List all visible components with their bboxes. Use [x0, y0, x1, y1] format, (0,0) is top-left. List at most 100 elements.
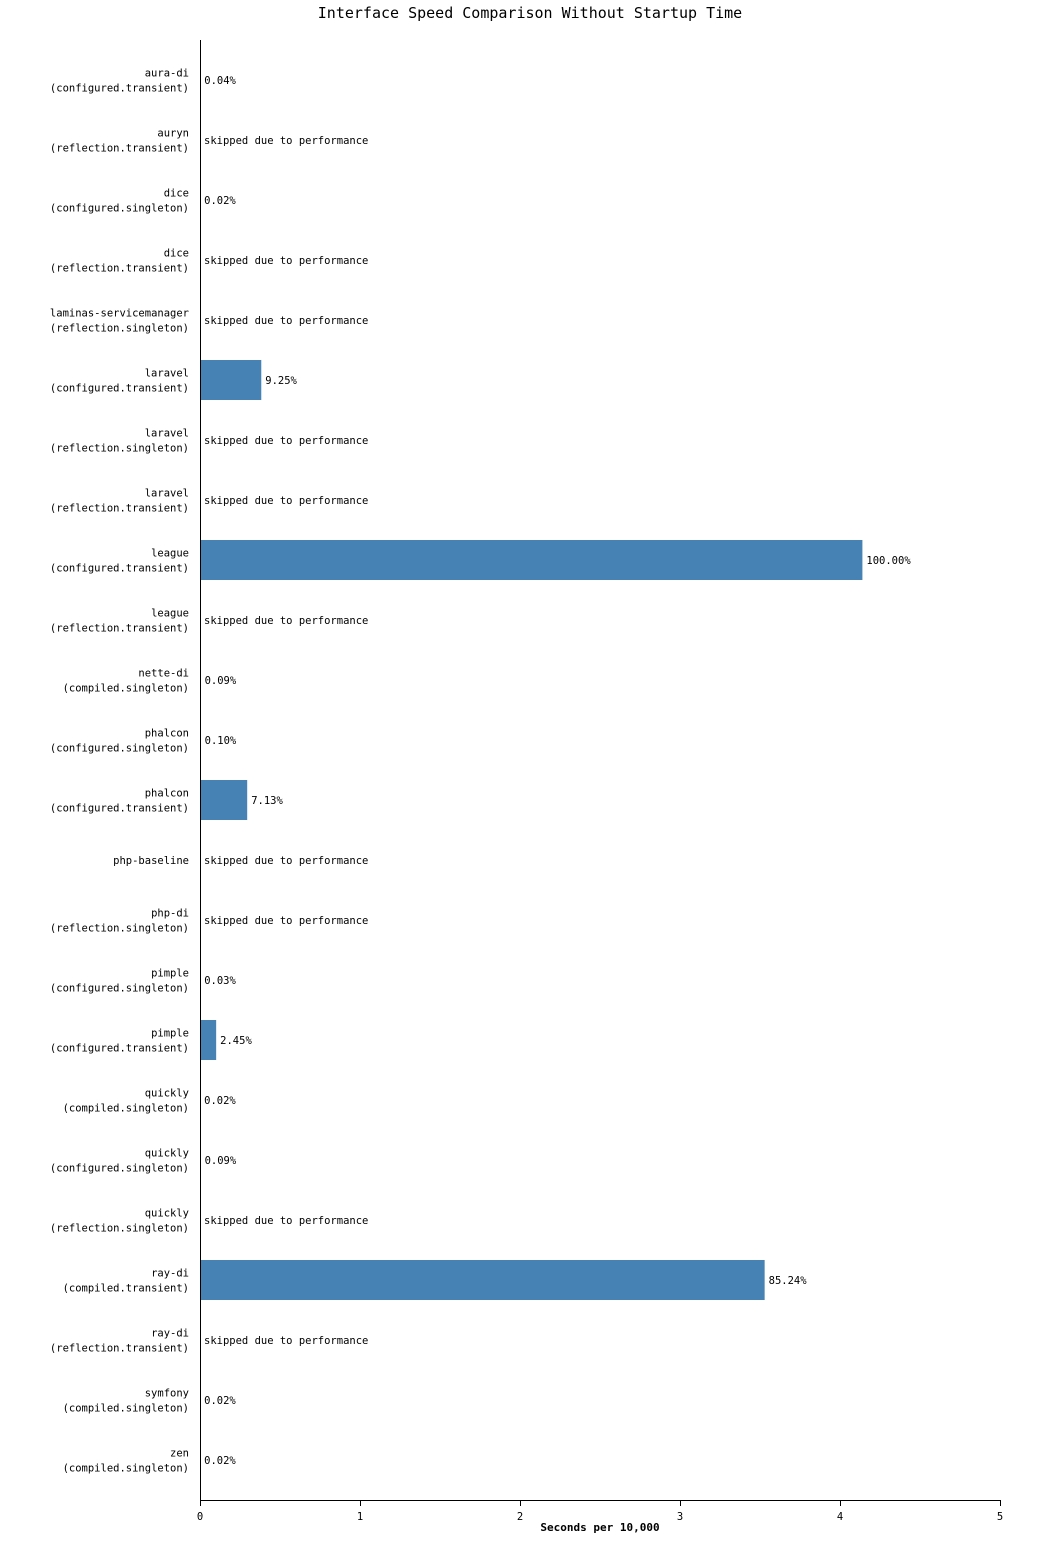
category-label: ray-di (compiled.transient) — [63, 1268, 189, 1295]
skipped-label: skipped due to performance — [204, 255, 368, 267]
category-name: nette-di — [138, 668, 189, 680]
value-labels: 0.04% skipped due to performance 0.02% skip… — [204, 75, 911, 1467]
bar-value-label: 2.45% — [220, 1035, 252, 1047]
category-name: auryn — [157, 128, 189, 140]
category-mode: (configured.singleton) — [50, 983, 189, 995]
bar — [200, 1020, 217, 1060]
bar-value-label: 0.10% — [205, 735, 237, 747]
category-label: laravel (reflection.transient) — [50, 488, 189, 515]
category-mode: (reflection.transient) — [50, 143, 189, 155]
category-name: phalcon — [145, 728, 189, 740]
bar-value-label: 0.04% — [204, 75, 236, 87]
category-name: dice — [164, 248, 189, 260]
bar-value-label: 0.03% — [204, 975, 236, 987]
category-label: phalcon (configured.singleton) — [50, 728, 189, 755]
category-name: aura-di — [145, 68, 189, 80]
skipped-label: skipped due to performance — [204, 315, 368, 327]
category-label: php-baseline — [113, 855, 189, 867]
bar-value-label: 0.02% — [204, 1095, 236, 1107]
category-name: pimple — [151, 1028, 189, 1040]
category-name: quickly — [145, 1088, 189, 1100]
category-name: php-di — [151, 908, 189, 920]
x-tick-label: 5 — [997, 1511, 1003, 1523]
bar-value-label: 0.02% — [204, 1455, 236, 1467]
x-tick-label: 1 — [357, 1511, 363, 1523]
category-label: league (configured.transient) — [50, 548, 189, 575]
category-name: dice — [164, 188, 189, 200]
category-mode: (compiled.singleton) — [63, 1463, 189, 1475]
skipped-label: skipped due to performance — [204, 615, 368, 627]
category-mode: (configured.singleton) — [50, 1163, 189, 1175]
category-label: dice (reflection.transient) — [50, 248, 189, 275]
category-name: ray-di — [151, 1268, 189, 1280]
skipped-label: skipped due to performance — [204, 855, 368, 867]
chart-title: Interface Speed Comparison Without Start… — [318, 4, 742, 22]
skipped-label: skipped due to performance — [204, 135, 368, 147]
category-name: laravel — [145, 488, 189, 500]
skipped-label: skipped due to performance — [204, 915, 368, 927]
category-label: nette-di (compiled.singleton) — [63, 668, 189, 695]
bar — [200, 780, 248, 820]
category-mode: (configured.singleton) — [50, 203, 189, 215]
category-mode: (configured.singleton) — [50, 743, 189, 755]
category-mode: (compiled.transient) — [63, 1283, 189, 1295]
bar-value-label: 85.24% — [769, 1275, 808, 1287]
category-mode: (compiled.singleton) — [63, 683, 189, 695]
category-mode: (reflection.transient) — [50, 503, 189, 515]
bar-value-label: 100.00% — [866, 555, 911, 567]
skipped-label: skipped due to performance — [204, 1215, 368, 1227]
category-label: quickly (configured.singleton) — [50, 1148, 189, 1175]
bar-value-label: 0.02% — [204, 195, 236, 207]
category-label: laravel (reflection.singleton) — [50, 428, 189, 455]
x-tick-label: 3 — [677, 1511, 683, 1523]
skipped-label: skipped due to performance — [204, 495, 368, 507]
category-name: symfony — [145, 1388, 189, 1400]
category-name: laminas-servicemanager — [50, 308, 189, 320]
category-name: zen — [170, 1448, 189, 1460]
x-tick-label: 2 — [517, 1511, 523, 1523]
category-mode: (configured.transient) — [50, 383, 189, 395]
category-mode: (reflection.singleton) — [50, 443, 189, 455]
bar-value-label: 9.25% — [265, 375, 297, 387]
category-label: pimple (configured.transient) — [50, 1028, 189, 1055]
category-label: auryn (reflection.transient) — [50, 128, 189, 155]
category-label: league (reflection.transient) — [50, 608, 189, 635]
category-label: phalcon (configured.transient) — [50, 788, 189, 815]
category-label: quickly (compiled.singleton) — [63, 1088, 189, 1115]
bar — [200, 360, 262, 400]
category-labels: aura-di (configured.transient) auryn (refle… — [50, 68, 189, 1475]
category-mode: (reflection.singleton) — [50, 923, 189, 935]
bar-value-label: 0.09% — [205, 675, 237, 687]
category-label: php-di (reflection.singleton) — [50, 908, 189, 935]
bar — [200, 1260, 765, 1300]
category-name: league — [151, 548, 189, 560]
category-mode: (compiled.singleton) — [63, 1103, 189, 1115]
category-mode: (reflection.transient) — [50, 1343, 189, 1355]
x-axis-label: Seconds per 10,000 — [540, 1521, 659, 1534]
x-tick-label: 4 — [837, 1511, 843, 1523]
category-label: laminas-servicemanager (reflection.single… — [50, 308, 189, 335]
category-name: laravel — [145, 428, 189, 440]
bars-layer — [200, 60, 863, 1480]
category-mode: (configured.transient) — [50, 1043, 189, 1055]
category-name: quickly — [145, 1148, 189, 1160]
category-mode: (reflection.transient) — [50, 263, 189, 275]
skipped-label: skipped due to performance — [204, 435, 368, 447]
category-name: ray-di — [151, 1328, 189, 1340]
category-name: phalcon — [145, 788, 189, 800]
category-label: quickly (reflection.singleton) — [50, 1208, 189, 1235]
x-tick-label: 0 — [197, 1511, 203, 1523]
category-label: laravel (configured.transient) — [50, 368, 189, 395]
category-label: pimple (configured.singleton) — [50, 968, 189, 995]
category-label: aura-di (configured.transient) — [50, 68, 189, 95]
skipped-label: skipped due to performance — [204, 1335, 368, 1347]
category-mode: (reflection.singleton) — [50, 323, 189, 335]
category-mode: (configured.transient) — [50, 563, 189, 575]
category-mode: (reflection.singleton) — [50, 1223, 189, 1235]
bar-value-label: 7.13% — [251, 795, 283, 807]
category-label: symfony (compiled.singleton) — [63, 1388, 189, 1415]
category-label: dice (configured.singleton) — [50, 188, 189, 215]
x-axis-ticks: 0 1 2 3 4 5 — [197, 1500, 1003, 1523]
category-name: pimple — [151, 968, 189, 980]
